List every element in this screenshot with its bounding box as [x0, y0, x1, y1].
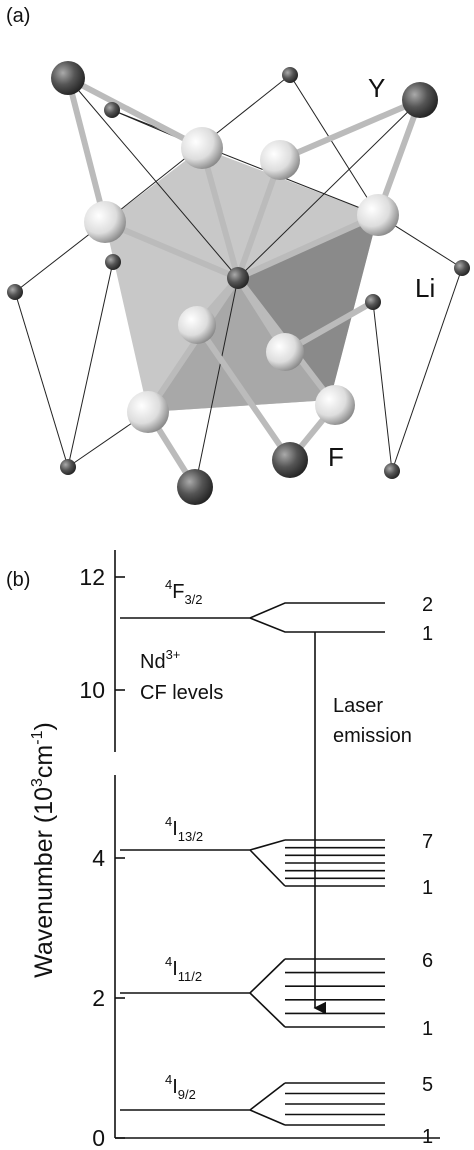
- sublevel-number: 6: [422, 950, 433, 972]
- y-tick-label: 10: [79, 677, 105, 703]
- ion-caption: CF levels: [140, 682, 223, 704]
- level-label: 4I11/2: [165, 954, 202, 984]
- y-tick-label: 12: [79, 564, 105, 590]
- atom-label: Y: [368, 73, 385, 103]
- level-label: 4I13/2: [165, 814, 203, 844]
- panel-label: (b): [6, 569, 30, 591]
- sublevel-number: 5: [422, 1074, 433, 1096]
- panel-label: (a): [6, 5, 30, 27]
- sublevel-number: 1: [422, 1126, 433, 1148]
- crystal-structure: [7, 61, 470, 505]
- sublevel-number: 1: [422, 623, 433, 645]
- y-tick-label: 4: [92, 845, 105, 871]
- y-tick-label: 2: [92, 985, 105, 1011]
- page: (a) Y Li F (b) 4F3/2 4I13/2 4I11/2 4I9/2…: [0, 0, 474, 1150]
- energy-diagram: [115, 550, 440, 1138]
- level: [120, 603, 385, 632]
- level: [120, 1083, 385, 1125]
- atom-label: Li: [415, 273, 435, 303]
- atom-label: F: [328, 442, 344, 472]
- sublevel-number: 7: [422, 831, 433, 853]
- level: [120, 959, 385, 1027]
- ion-label: Nd3+: [140, 647, 180, 673]
- y-tick-label: 0: [92, 1125, 105, 1150]
- level: [120, 840, 385, 886]
- transition-label: emission: [333, 725, 412, 747]
- level-label: 4F3/2: [165, 577, 203, 607]
- axis-title: Wavenumber (103cm-1): [29, 722, 58, 978]
- sublevel-number: 1: [422, 1018, 433, 1040]
- figure: (a) Y Li F (b) 4F3/2 4I13/2 4I11/2 4I9/2…: [0, 0, 474, 1150]
- level-label: 4I9/2: [165, 1072, 196, 1102]
- sublevel-number: 2: [422, 594, 433, 616]
- transition-label: Laser: [333, 695, 383, 717]
- sublevel-number: 1: [422, 877, 433, 899]
